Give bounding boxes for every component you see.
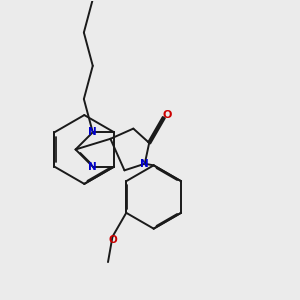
Text: N: N [140,159,149,169]
Text: O: O [162,110,172,121]
Text: O: O [108,235,117,245]
Text: N: N [88,127,97,137]
Text: N: N [88,162,97,172]
